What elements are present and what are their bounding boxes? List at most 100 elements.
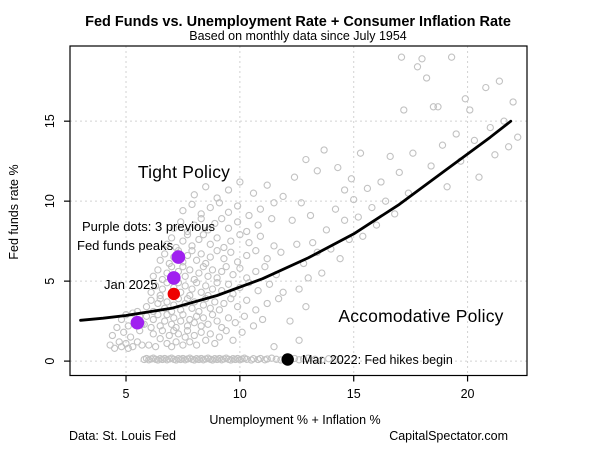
scatter-point — [172, 338, 180, 346]
scatter-point — [268, 215, 276, 223]
scatter-point — [202, 183, 210, 191]
scatter-point — [238, 328, 246, 336]
y-tick-label-10: 10 — [43, 194, 57, 208]
scatter-point — [245, 239, 253, 247]
scatter-point — [183, 327, 192, 335]
scatter-point — [218, 323, 226, 332]
scatter-point — [252, 247, 260, 255]
scatter-point — [190, 319, 198, 327]
scatter-point — [256, 354, 265, 363]
scatter-point — [190, 191, 198, 199]
scatter-point — [252, 267, 260, 276]
mar-2022-label: Mar. 2022: Fed hikes begin — [302, 353, 453, 367]
scatter-point — [350, 195, 358, 204]
scatter-point — [222, 327, 230, 335]
scatter-point — [233, 202, 242, 210]
scatter-point — [208, 311, 217, 319]
scatter-point — [224, 280, 233, 288]
x-tick-label-10: 10 — [233, 387, 247, 401]
scatter-point — [151, 343, 160, 351]
scatter-point — [256, 232, 265, 240]
scatter-point — [482, 83, 490, 92]
scatter-point — [213, 194, 221, 202]
scatter-point — [204, 320, 212, 328]
scatter-point — [161, 250, 169, 258]
x-tick-label-5: 5 — [123, 387, 130, 401]
scatter-point — [252, 306, 260, 314]
scatter-point — [302, 155, 310, 164]
scatter-point — [509, 98, 517, 106]
scatter-point — [206, 203, 214, 212]
scatter-point — [195, 307, 203, 316]
scatter-point — [224, 224, 233, 232]
highlight-dots — [130, 250, 294, 366]
scatter-point — [170, 314, 178, 322]
scatter-point — [220, 299, 228, 308]
x-tick-label-15: 15 — [347, 387, 361, 401]
scatter-point — [368, 203, 376, 212]
scatter-point — [254, 287, 262, 295]
scatter-point — [304, 354, 312, 362]
scatter-point — [256, 205, 265, 213]
fed-funds-peak-2006 — [167, 271, 181, 285]
trend-line — [79, 119, 513, 322]
scatter-point — [500, 117, 508, 125]
scatter-point — [236, 264, 244, 272]
scatter-point — [138, 341, 146, 349]
x-tick-label-20: 20 — [461, 387, 475, 401]
y-axis-label: Fed funds rate % — [7, 164, 21, 259]
scatter-point — [220, 255, 228, 263]
scatter-point — [206, 253, 214, 261]
scatter-point — [199, 231, 208, 239]
scatter-point — [188, 285, 196, 293]
scatter-point — [274, 295, 283, 303]
scatter-point — [181, 333, 189, 341]
scatter-point — [243, 355, 251, 363]
scatter-point — [236, 178, 244, 186]
scatter-point — [331, 205, 340, 213]
scatter-point — [197, 322, 205, 330]
scatter-point — [188, 242, 196, 250]
site-credit: CapitalSpectator.com — [389, 429, 508, 443]
scatter-point — [172, 323, 180, 332]
scatter-point — [177, 218, 185, 226]
scatter-point — [108, 331, 117, 340]
scatter-point — [167, 320, 176, 328]
scatter-point — [224, 314, 233, 322]
scatter-point — [293, 240, 301, 248]
scatter-point — [245, 211, 253, 220]
scatter-point — [318, 269, 326, 277]
scatter-point — [204, 226, 212, 234]
scatter-point — [147, 296, 155, 304]
scatter-point — [156, 295, 164, 303]
scatter-point — [288, 216, 296, 224]
scatter-point — [306, 211, 315, 220]
regression-curve — [79, 119, 513, 322]
scatter-point — [372, 221, 381, 229]
scatter-point — [336, 355, 344, 363]
scatter-point — [156, 256, 164, 264]
scatter-point — [395, 168, 403, 177]
scatter-point — [186, 315, 194, 324]
scatter-point — [263, 181, 271, 189]
scatter-point — [434, 103, 442, 111]
scatter-point — [325, 355, 333, 363]
scatter-point — [186, 266, 194, 274]
scatter-point — [206, 304, 214, 312]
scatter-point — [429, 103, 438, 111]
scatter-point — [147, 323, 155, 332]
scatter-point — [124, 322, 132, 330]
scatter-point — [270, 199, 278, 207]
scatter-point — [270, 242, 278, 250]
scatter-point — [452, 130, 460, 138]
scatter-point — [475, 173, 483, 181]
scatter-point — [224, 186, 233, 194]
scatter-point — [197, 250, 205, 258]
scatter-point — [172, 243, 180, 252]
scatter-point — [270, 343, 278, 351]
scatter-point — [279, 192, 287, 201]
scatter-point — [331, 355, 340, 364]
scatter-point — [147, 288, 155, 296]
scatter-point — [447, 53, 456, 61]
axis-ticks — [64, 120, 469, 382]
